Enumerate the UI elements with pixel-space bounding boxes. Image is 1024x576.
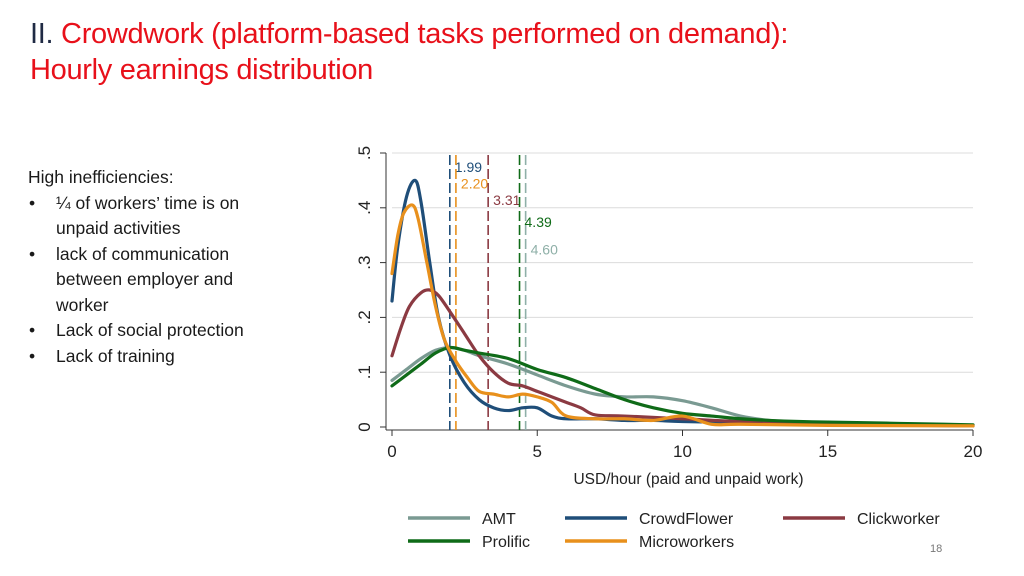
legend-label: AMT	[482, 511, 516, 528]
y-tick-label: .2	[355, 310, 374, 324]
y-tick-label: .1	[355, 365, 374, 379]
median-label: 1.99	[455, 159, 482, 175]
bullet-items: ¼ of workers’ time is on unpaid activiti…	[28, 191, 278, 370]
legend-label: Clickworker	[857, 511, 940, 528]
series-line-microworkers	[390, 203, 975, 428]
bullet-item: Lack of training	[28, 344, 278, 370]
series-line-clickworker	[390, 288, 975, 428]
bullet-item: Lack of social protection	[28, 318, 278, 344]
x-tick-label: 0	[387, 442, 396, 461]
y-tick-label: .5	[355, 146, 374, 160]
x-axis-label: USD/hour (paid and unpaid work)	[573, 471, 803, 488]
median-label: 4.60	[531, 241, 558, 257]
x-tick-label: 20	[964, 442, 983, 461]
series-line-crowdflower	[390, 178, 975, 428]
median-label: 3.31	[493, 192, 520, 208]
title-line1: Crowdwork (platform-based tasks performe…	[61, 18, 789, 50]
median-label: 2.20	[461, 176, 488, 192]
bullet-item: lack of communication between employer a…	[28, 242, 278, 319]
legend-label: CrowdFlower	[639, 511, 734, 528]
x-tick-label: 15	[818, 442, 837, 461]
earnings-chart: 0 .1 .2 .3 .4 .5 0 5 10 15 20 USD/hour (paid and un…	[355, 146, 983, 551]
y-tick-label: .4	[355, 201, 374, 215]
series-line-prolific	[390, 345, 975, 427]
page-number: 18	[930, 543, 943, 555]
median-label: 4.39	[525, 214, 552, 230]
title-line2: Hourly earnings distribution	[30, 54, 373, 86]
y-tick-label: .3	[355, 256, 374, 270]
x-tick-label: 10	[673, 442, 692, 461]
legend-label: Microworkers	[639, 534, 734, 551]
bullet-list: High inefficiencies: ¼ of workers’ time …	[28, 165, 278, 369]
bullet-item: ¼ of workers’ time is on unpaid activiti…	[28, 191, 278, 242]
x-tick-label: 5	[533, 442, 542, 461]
y-tick-label: 0	[355, 422, 374, 431]
slide-title: II. Crowdwork (platform-based tasks perf…	[30, 16, 930, 88]
title-number: II.	[30, 18, 54, 50]
legend-label: Prolific	[482, 534, 530, 551]
bullet-intro: High inefficiencies:	[28, 167, 174, 187]
